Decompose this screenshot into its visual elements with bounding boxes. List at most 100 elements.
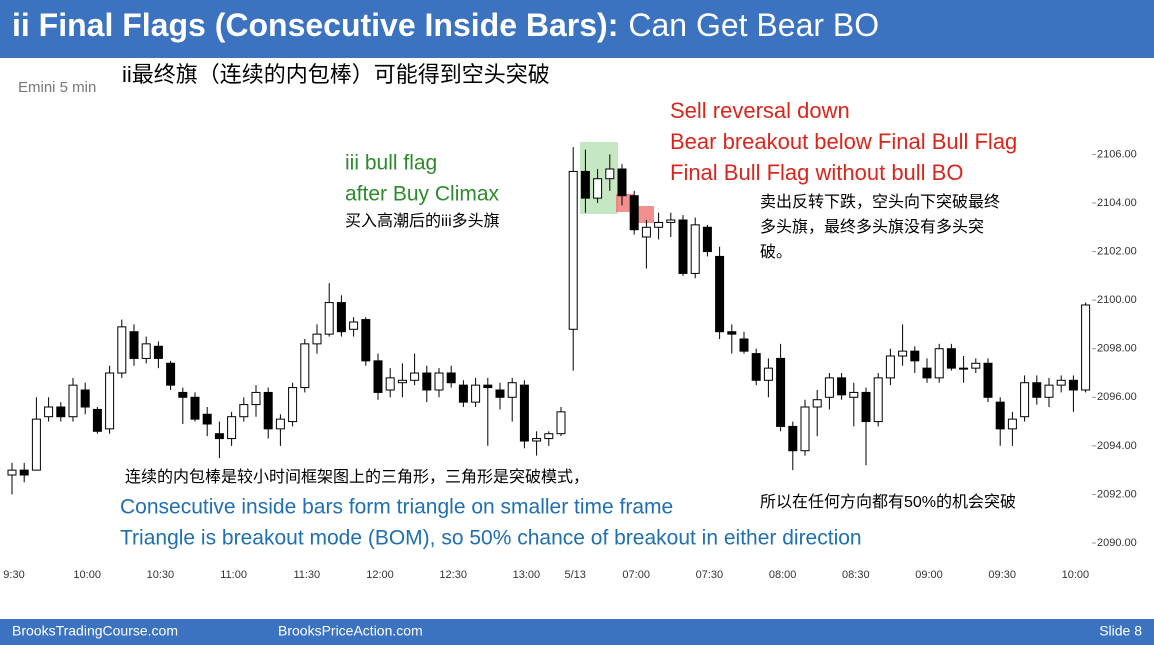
candle-body [117, 326, 127, 374]
x-tick-label: 10:00 [1062, 569, 1090, 581]
subtitle: ii最终旗（连续的内包棒）可能得到空头突破 [122, 62, 550, 87]
candle-body [910, 350, 920, 362]
annotation: after Buy Climax [345, 183, 500, 206]
candle-body [580, 170, 590, 199]
annotation: 所以在任何方向都有50%的机会突破 [760, 493, 1016, 511]
candle-body [898, 350, 908, 357]
x-tick-label: 12:30 [439, 569, 467, 581]
candle-body [44, 406, 54, 418]
candle-body [715, 255, 725, 333]
candle-body [263, 391, 273, 430]
candle-body [1081, 304, 1091, 391]
y-tick-label: 2090.00 [1097, 537, 1137, 549]
candle-body [202, 413, 212, 425]
candle-body [7, 469, 17, 476]
candle-body [410, 372, 420, 381]
candle-body [983, 362, 993, 398]
candle-body [1044, 384, 1054, 398]
candle-body [1032, 382, 1042, 398]
plot: 2090.00 2092.00 2094.00 2096.00 2098.00 2100.… [3, 147, 1137, 581]
candle-body [190, 396, 200, 420]
candle-body [641, 226, 651, 238]
y-tick-label: 2092.00 [1097, 488, 1137, 500]
x-tick-label: 08:30 [842, 569, 870, 581]
candle-body [105, 372, 115, 430]
annotation: Final Bull Flag without bull BO [670, 160, 963, 185]
candle-body [776, 357, 786, 427]
candle-body [1020, 382, 1030, 418]
candle-body [922, 367, 932, 379]
candle-body [837, 377, 847, 396]
y-tick-label: 2106.00 [1097, 148, 1137, 160]
candle-body [92, 408, 102, 432]
y-tick-label: 2104.00 [1097, 197, 1137, 209]
candle-body [971, 362, 981, 369]
x-tick-label: 5/13 [564, 569, 585, 581]
candle-body [702, 226, 712, 253]
candle-body [727, 331, 737, 335]
candle-body [873, 377, 883, 423]
annotation: Triangle is breakout mode (BOM), so 50% … [120, 527, 862, 550]
annotation: Consecutive inside bars form triangle on… [120, 496, 673, 519]
y-tick-label: 2098.00 [1097, 343, 1137, 355]
candle-body [532, 438, 542, 442]
x-tick-label: 10:30 [147, 569, 175, 581]
x-tick-label: 13:00 [513, 569, 541, 581]
footer-bar [0, 619, 1154, 645]
candle-body [288, 387, 298, 423]
candle-body [739, 338, 749, 352]
annotation: Bear breakout below Final Bull Flag [670, 129, 1017, 154]
candle-body [666, 219, 676, 223]
x-tick-label: 11:00 [220, 569, 247, 581]
title-rest: Can Get Bear BO [628, 7, 879, 43]
candle-body [812, 399, 822, 408]
candle-body [251, 391, 261, 406]
candle-body [349, 321, 359, 330]
footer-left: BrooksTradingCourse.com [12, 623, 178, 639]
x-tick-label: 07:00 [622, 569, 650, 581]
candle-body [324, 302, 334, 335]
candle-body [995, 401, 1005, 430]
candle-body [544, 433, 554, 440]
instrument: Emini 5 min [18, 79, 96, 96]
candle-body [629, 195, 639, 231]
candle-body [751, 353, 761, 381]
annotation: 卖出反转下跌，空头向下突破最终 [760, 193, 1000, 211]
x-tick-label: 07:30 [696, 569, 724, 581]
candle-body [31, 418, 41, 471]
candle-body [861, 391, 871, 423]
y-tick-label: 2100.00 [1097, 294, 1137, 306]
x-tick-label: 11:30 [293, 569, 320, 581]
candle-body [507, 382, 517, 398]
candle-body [678, 219, 688, 274]
candle-body [1007, 418, 1017, 430]
candle-body [568, 170, 578, 330]
y-tick-label: 2094.00 [1097, 440, 1137, 452]
title-bold: ii Final Flags (Consecutive Inside Bars)… [12, 7, 618, 43]
candle-body [153, 345, 163, 359]
candle-body [458, 384, 468, 403]
candle-body [239, 404, 249, 418]
candle-body [336, 302, 346, 333]
annotation: iii bull flag [345, 152, 437, 175]
signal-highlight [616, 194, 634, 212]
candle-body [361, 319, 371, 362]
footer-center: BrooksPriceAction.com [278, 623, 423, 639]
candle-body [129, 331, 139, 359]
candle-body [593, 178, 603, 199]
candle-body [605, 168, 615, 180]
candle-body [373, 360, 383, 393]
candle-body [824, 377, 834, 398]
candle-body [800, 406, 810, 452]
candle-body [56, 406, 66, 418]
candle-body [483, 384, 493, 389]
x-tick-label: 09:30 [988, 569, 1016, 581]
candle-body [68, 384, 78, 418]
candle-body [385, 377, 395, 391]
candle-body [556, 411, 566, 435]
slide-title: ii Final Flags (Consecutive Inside Bars)… [12, 7, 879, 43]
candle-body [422, 372, 432, 391]
annotation: Sell reversal down [670, 98, 850, 123]
candle-body [80, 389, 90, 408]
